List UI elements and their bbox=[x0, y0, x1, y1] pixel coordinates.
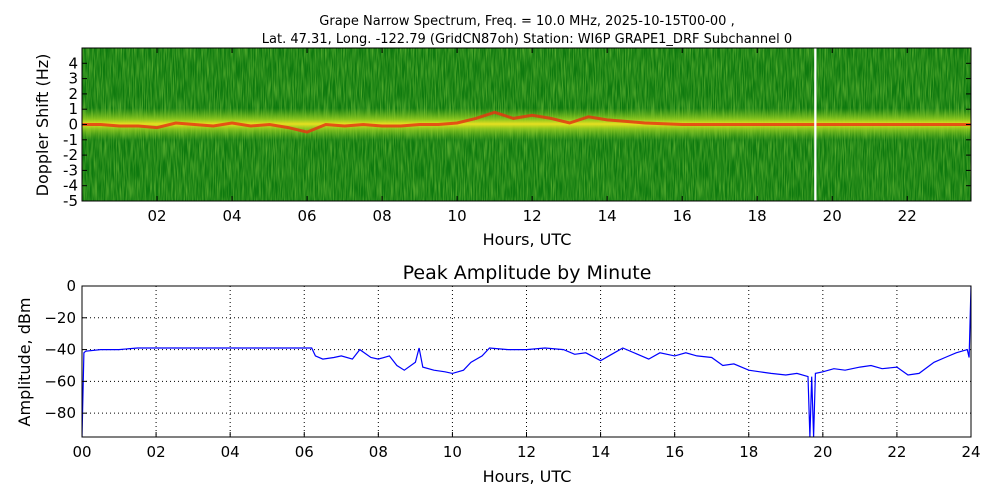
amplitude-y-tick-label: −20 bbox=[44, 309, 76, 327]
spectrogram-y-tick-label: 0 bbox=[68, 116, 78, 134]
spectrogram-title-line1: Grape Narrow Spectrum, Freq. = 10.0 MHz,… bbox=[319, 14, 734, 29]
spectrogram-y-tick-label: -5 bbox=[63, 192, 78, 210]
amplitude-title: Peak Amplitude by Minute bbox=[403, 262, 652, 284]
spectrogram-carrier-trace bbox=[82, 110, 971, 134]
spectrogram-x-label: Hours, UTC bbox=[483, 230, 572, 249]
amplitude-y-tick-label: −80 bbox=[44, 404, 76, 422]
amplitude-plot-area bbox=[82, 286, 971, 437]
amplitude-x-tick-label: 24 bbox=[961, 443, 980, 461]
amplitude-x-tick-label: 22 bbox=[887, 443, 906, 461]
spectrogram-y-tick-label: -2 bbox=[63, 146, 78, 164]
amplitude-y-tick-label: −40 bbox=[44, 341, 76, 359]
amplitude-x-tick-label: 02 bbox=[147, 443, 166, 461]
spectrogram-y-label: Doppler Shift (Hz) bbox=[33, 54, 52, 197]
spectrogram-x-tick-label: 04 bbox=[222, 207, 241, 225]
amplitude-x-label: Hours, UTC bbox=[483, 467, 572, 486]
spectrogram-x-tick-label: 22 bbox=[898, 207, 917, 225]
amplitude-series-line bbox=[82, 286, 971, 437]
amplitude-x-tick-label: 20 bbox=[813, 443, 832, 461]
spectrogram-y-tick-label: -4 bbox=[63, 177, 78, 195]
amplitude-x-tick-label: 18 bbox=[739, 443, 758, 461]
spectrogram-x-tick-label: 14 bbox=[598, 207, 617, 225]
spectrogram-x-tick-label: 20 bbox=[823, 207, 842, 225]
spectrogram-y-tick-label: -1 bbox=[63, 131, 78, 149]
spectrogram-plot-area bbox=[82, 48, 971, 201]
spectrogram-y-tick-label: 2 bbox=[68, 85, 78, 103]
spectrogram-x-tick-label: 18 bbox=[748, 207, 767, 225]
spectrogram-x-tick-label: 16 bbox=[673, 207, 692, 225]
spectrogram-x-tick-label: 02 bbox=[147, 207, 166, 225]
amplitude-x-tick-label: 14 bbox=[591, 443, 610, 461]
amplitude-x-tick-label: 06 bbox=[295, 443, 314, 461]
amplitude-x-tick-label: 10 bbox=[443, 443, 462, 461]
spectrogram-y-tick-label: -3 bbox=[63, 161, 78, 179]
amplitude-y-tick-label: 0 bbox=[66, 277, 76, 295]
amplitude-x-tick-label: 04 bbox=[221, 443, 240, 461]
amplitude-x-tick-label: 08 bbox=[369, 443, 388, 461]
spectrogram-x-tick-label: 12 bbox=[523, 207, 542, 225]
spectrogram-x-tick-label: 10 bbox=[448, 207, 467, 225]
amplitude-x-tick-label: 12 bbox=[517, 443, 536, 461]
amplitude-y-tick-label: −60 bbox=[44, 372, 76, 390]
amplitude-x-tick-label: 16 bbox=[665, 443, 684, 461]
amplitude-x-tick-label: 00 bbox=[72, 443, 91, 461]
spectrogram-y-tick-label: 3 bbox=[68, 70, 78, 88]
spectrogram-title-line2: Lat. 47.31, Long. -122.79 (GridCN87oh) S… bbox=[262, 32, 792, 47]
spectrogram-x-tick-label: 08 bbox=[373, 207, 392, 225]
amplitude-y-label: Amplitude, dBm bbox=[15, 298, 34, 427]
spectrogram-x-tick-label: 06 bbox=[298, 207, 317, 225]
spectrogram-y-tick-label: 4 bbox=[68, 54, 78, 72]
spectrogram-y-tick-label: 1 bbox=[68, 100, 78, 118]
spectrogram-data-gap bbox=[814, 48, 817, 201]
